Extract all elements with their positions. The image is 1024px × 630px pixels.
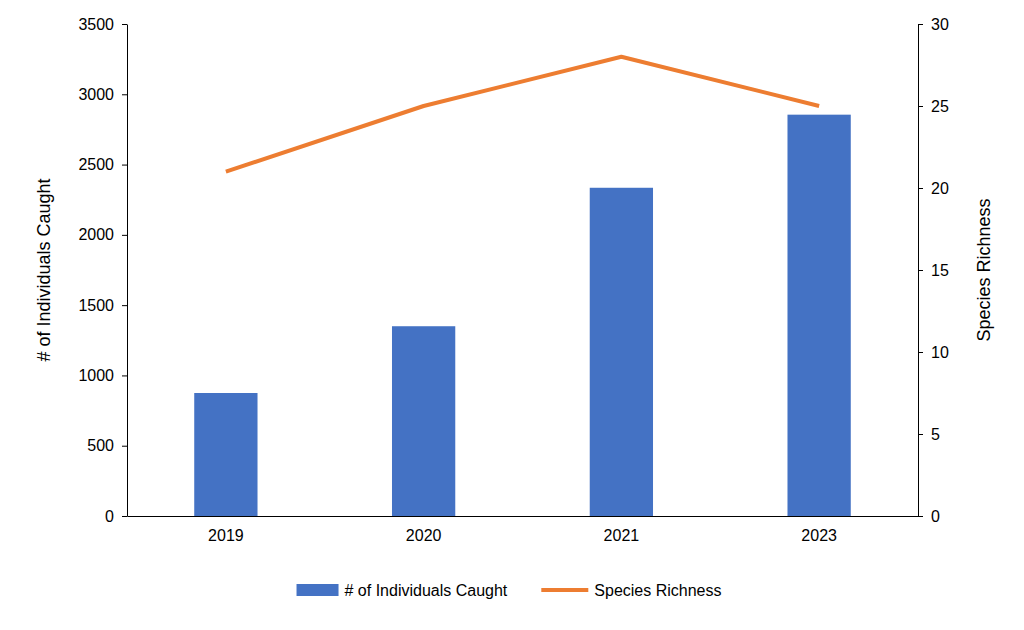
tick: 15 <box>918 262 949 279</box>
bar <box>590 188 653 516</box>
tick: 2019 <box>208 516 244 544</box>
tick-label: 3000 <box>78 86 114 103</box>
tick-label: 3500 <box>78 16 114 33</box>
bar <box>392 326 455 516</box>
tick-label: 30 <box>931 16 949 33</box>
tick-label: 5 <box>931 426 940 443</box>
tick-label: 1000 <box>78 367 114 384</box>
tick: 10 <box>918 344 949 361</box>
line <box>226 57 819 172</box>
axis: 0 500 1000 1500 2000 2500 3000 3500 <box>78 16 127 525</box>
chart: 0 500 1000 1500 2000 2500 3000 3500 0 5 10 15 20 25 30… <box>0 0 1024 630</box>
tick-mark <box>122 235 127 236</box>
axis-title: # of Individuals Caught <box>34 178 54 361</box>
tick-label: 0 <box>105 508 114 525</box>
tick-mark <box>122 305 127 306</box>
tick-mark <box>918 270 923 271</box>
tick-mark <box>122 446 127 447</box>
tick-mark <box>918 516 923 517</box>
legend-item: Species Richness <box>541 582 721 599</box>
tick-label: 2023 <box>801 527 837 544</box>
tick-mark <box>918 188 923 189</box>
tick-label: 15 <box>931 262 949 279</box>
tick: 2023 <box>801 516 837 544</box>
tick-label: 0 <box>931 508 940 525</box>
tick-mark <box>918 352 923 353</box>
legend-label: Species Richness <box>594 582 721 599</box>
tick: 3000 <box>78 86 127 103</box>
tick-mark <box>122 375 127 376</box>
tick-mark <box>122 165 127 166</box>
tick: 2020 <box>406 516 442 544</box>
tick-label: 10 <box>931 344 949 361</box>
tick-label: 2020 <box>406 527 442 544</box>
tick-label: 2021 <box>604 527 640 544</box>
tick: 2500 <box>78 156 127 173</box>
tick-label: 500 <box>87 437 114 454</box>
tick-label: 20 <box>931 180 949 197</box>
tick-label: 25 <box>931 98 949 115</box>
tick-mark <box>918 106 923 107</box>
bar-series <box>194 115 851 516</box>
tick: 25 <box>918 98 949 115</box>
tick: 0 <box>105 508 127 525</box>
tick-mark <box>918 24 923 25</box>
tick-label: 2500 <box>78 156 114 173</box>
tick-mark <box>122 516 127 517</box>
tick: 1000 <box>78 367 127 384</box>
tick: 5 <box>918 426 940 443</box>
axis-title: Species Richness <box>974 198 994 341</box>
tick-label: 2000 <box>78 226 114 243</box>
tick-label: 1500 <box>78 297 114 314</box>
marks <box>194 57 851 516</box>
tick: 2021 <box>604 516 640 544</box>
legend: # of Individuals Caught Species Richness <box>297 582 722 599</box>
tick: 500 <box>87 437 127 454</box>
tick: 30 <box>918 16 949 33</box>
axis: 2019 2020 2021 2023 <box>128 516 919 544</box>
tick-mark <box>122 24 127 25</box>
tick: 2000 <box>78 226 127 243</box>
plot: 0 500 1000 1500 2000 2500 3000 3500 0 5 10 15 20 25 30… <box>78 16 948 545</box>
legend-swatch <box>541 588 588 592</box>
bar <box>787 115 850 516</box>
tick-label: 2019 <box>208 527 244 544</box>
legend-item: # of Individuals Caught <box>297 582 508 599</box>
tick: 0 <box>918 508 940 525</box>
tick: 1500 <box>78 297 127 314</box>
tick: 20 <box>918 180 949 197</box>
tick: 3500 <box>78 16 127 33</box>
legend-swatch <box>297 584 339 596</box>
tick-mark <box>918 434 923 435</box>
legend-label: # of Individuals Caught <box>345 582 508 599</box>
tick-mark <box>122 94 127 95</box>
axis-line <box>127 25 128 517</box>
axis: 0 5 10 15 20 25 30 <box>918 16 949 525</box>
axis-line <box>128 516 919 517</box>
bar <box>194 393 257 516</box>
